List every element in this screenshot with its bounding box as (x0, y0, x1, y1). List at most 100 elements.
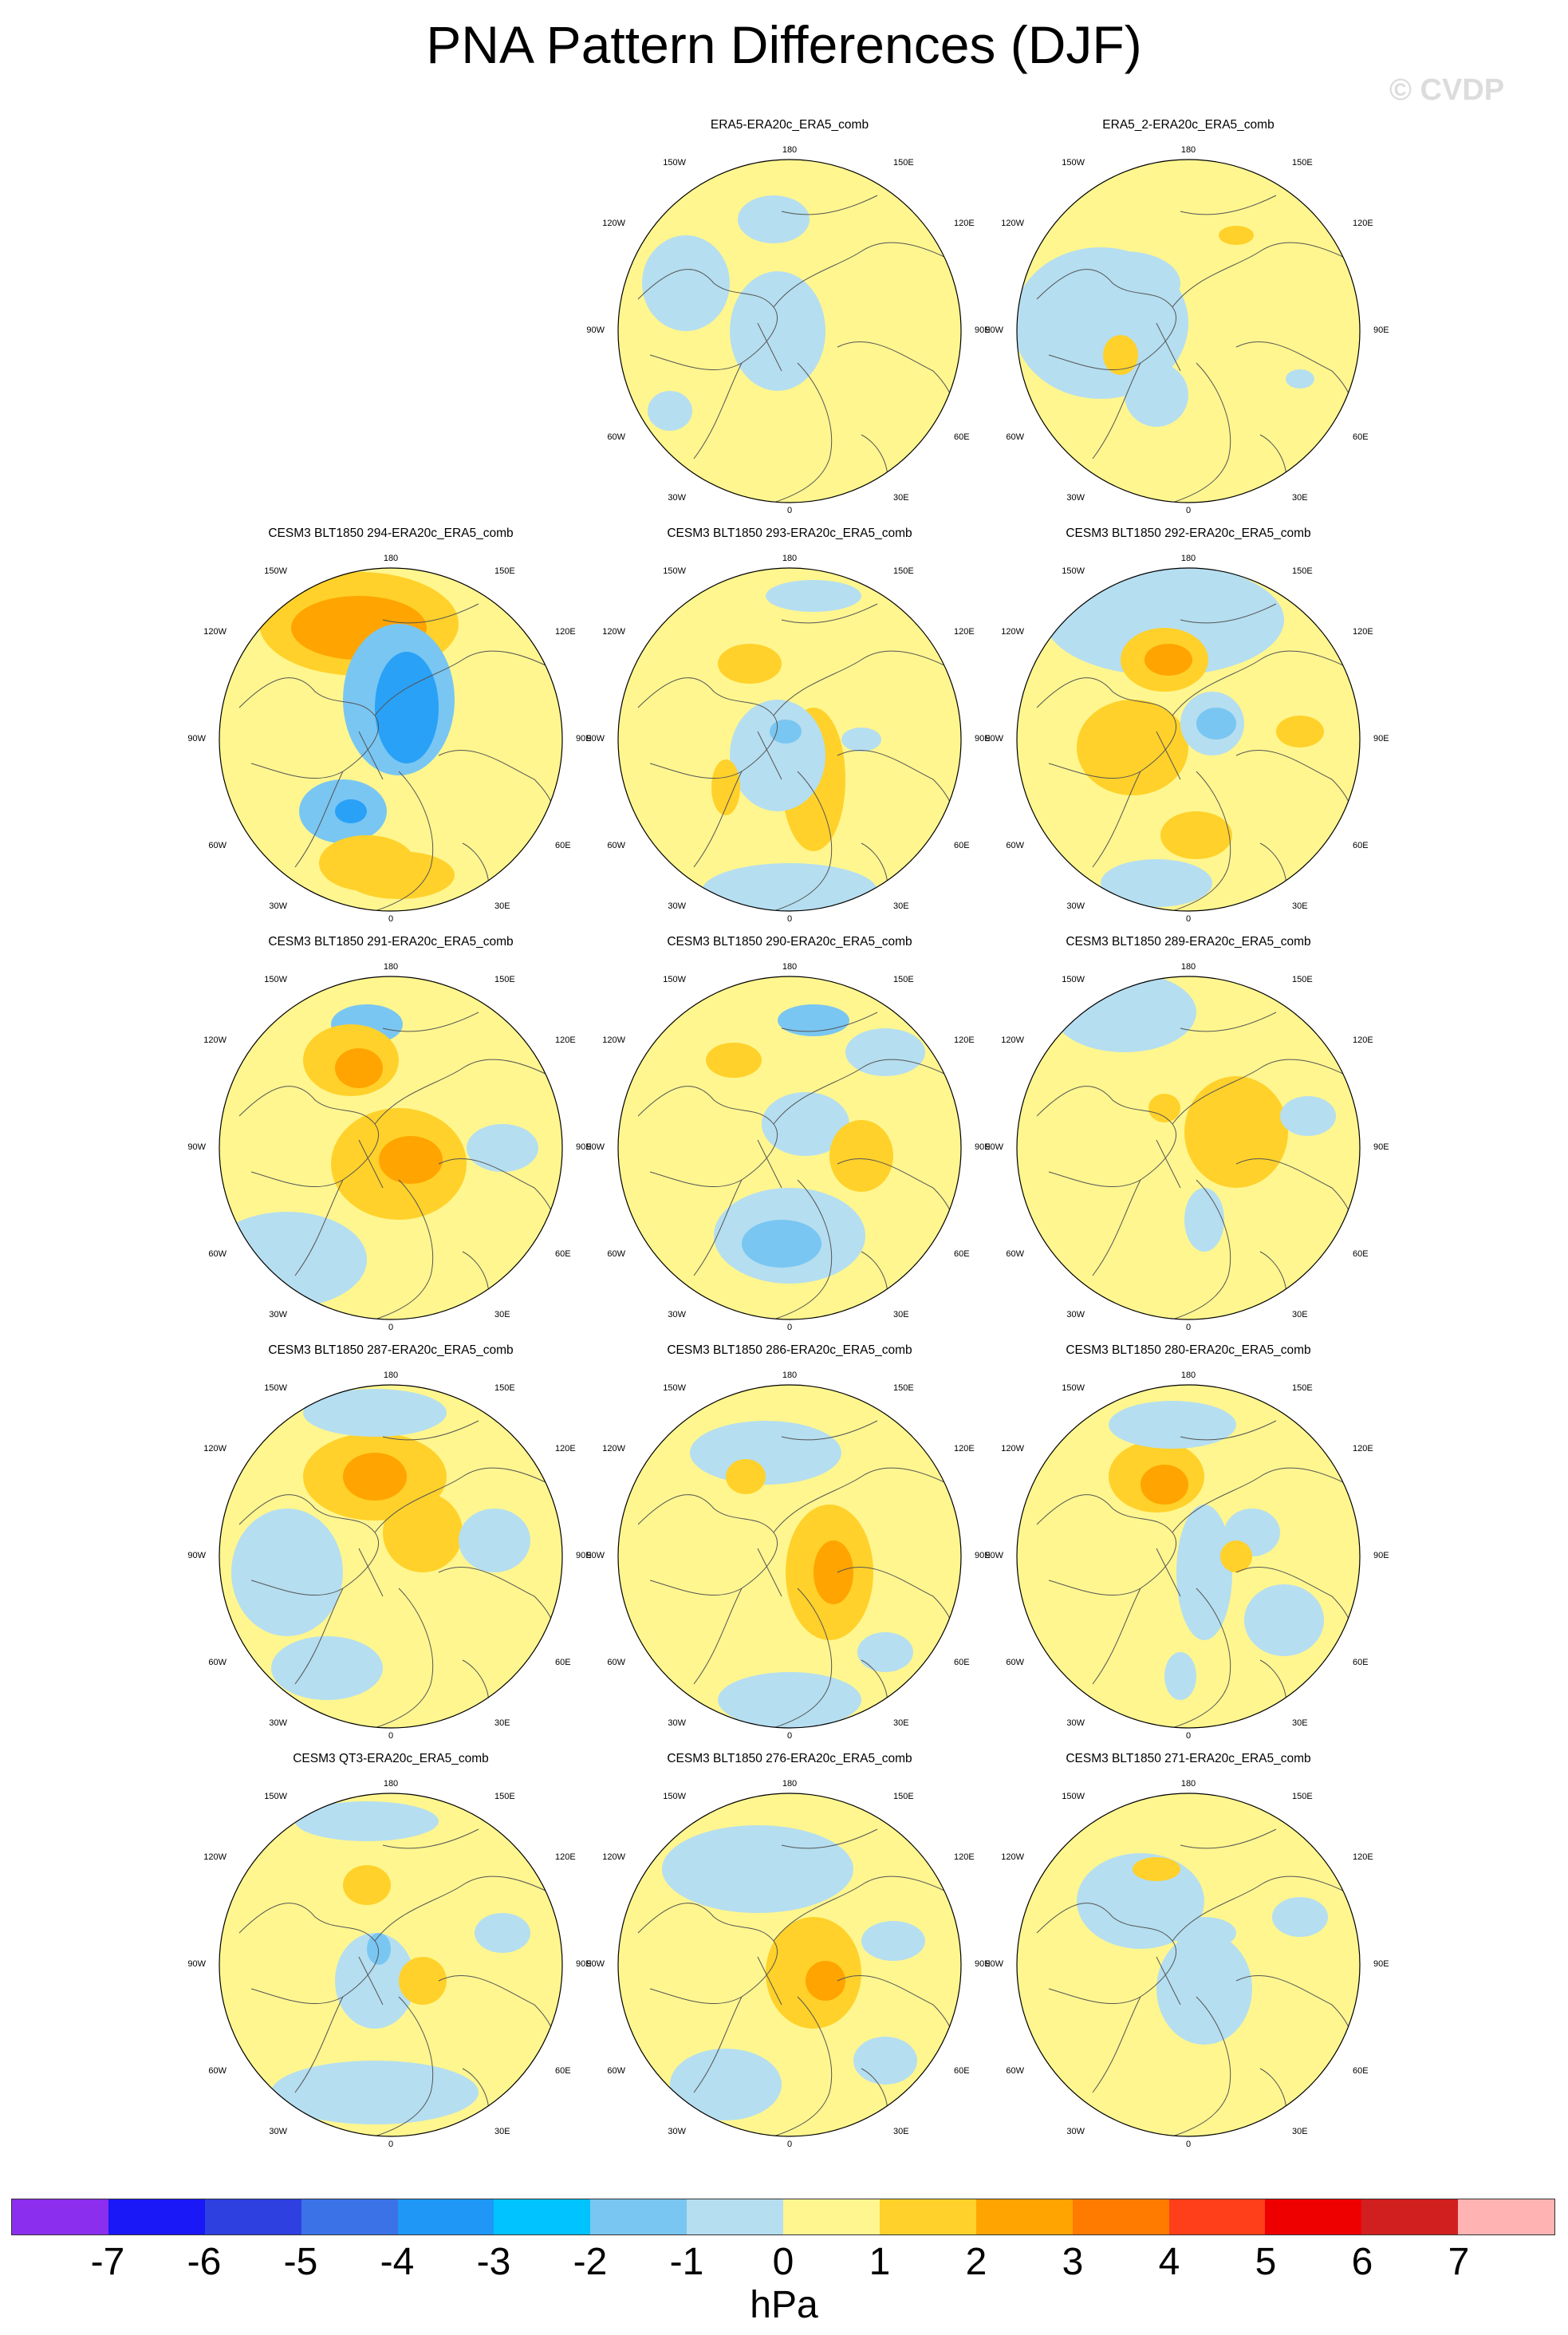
longitude-label: 0 (786, 914, 793, 924)
anomaly-region (1220, 1540, 1252, 1572)
map-panel: CESM3 QT3-ERA20c_ERA5_comb 180 150E 120E 90E… (187, 1752, 592, 2160)
panel-title: CESM3 BLT1850 291-ERA20c_ERA5_comb (268, 935, 514, 949)
colorbar-box (687, 2199, 783, 2234)
colorbar-tick-label: -3 (476, 2241, 511, 2283)
coastline (1156, 1139, 1181, 1189)
anomaly-region (475, 1913, 530, 1953)
panel-title: CESM3 BLT1850 289-ERA20c_ERA5_comb (1066, 935, 1311, 949)
longitude-label: 60W (607, 432, 625, 442)
longitude-label: 0 (1185, 914, 1192, 924)
anomaly-region (375, 652, 439, 763)
coastline (1036, 1086, 1176, 1188)
colorbar-box (879, 2199, 976, 2234)
anomaly-region (778, 1004, 849, 1036)
longitude-label: 120W (203, 627, 227, 637)
longitude-label: 30W (269, 901, 287, 911)
panel-title: CESM3 BLT1850 276-ERA20c_ERA5_comb (667, 1752, 912, 1765)
polar-map (617, 1793, 962, 2137)
coastline (781, 1828, 878, 1849)
colorbar-box (1265, 2199, 1362, 2234)
longitude-label: 0 (786, 506, 793, 515)
longitude-label: 30W (668, 2127, 686, 2136)
longitude-label: 150W (663, 1792, 686, 1801)
coastline (637, 677, 778, 779)
longitude-label: 180 (1180, 962, 1196, 972)
longitude-label: 30E (1292, 1718, 1308, 1728)
anomaly-region (718, 1672, 861, 1728)
anomaly-region (303, 1389, 447, 1437)
colorbar-tick-label: -1 (669, 2241, 704, 2283)
anomaly-region (1103, 335, 1138, 375)
longitude-label: 180 (1180, 1371, 1196, 1380)
longitude-label: 0 (786, 1731, 793, 1741)
coastline (374, 1467, 551, 1533)
longitude-label: 120W (203, 1852, 227, 1862)
longitude-label: 120W (1001, 627, 1024, 637)
longitude-label: 60E (555, 841, 571, 850)
longitude-label: 150E (893, 566, 914, 576)
longitude-label: 120W (203, 1035, 227, 1045)
anomaly-region (1133, 1857, 1180, 1881)
coastline (757, 1956, 782, 2006)
coastline (374, 1875, 551, 1942)
coastline (1172, 362, 1231, 503)
anomaly-region (718, 644, 782, 684)
map-panel: ERA5_2-ERA20c_ERA5_comb 180 150E 120E 90E 60E… (985, 118, 1389, 527)
longitude-label: 90E (576, 1959, 592, 1969)
longitude-label: 90W (187, 734, 206, 743)
colorbar-box (783, 2199, 880, 2234)
anomaly-region (1053, 976, 1196, 1052)
longitude-label: 60E (555, 1249, 571, 1259)
anomaly-region (841, 728, 881, 751)
longitude-label: 120E (954, 219, 975, 228)
polar-map (219, 567, 563, 912)
colorbar-box (1361, 2199, 1459, 2234)
colorbar-box (301, 2199, 398, 2234)
coastline (1172, 1467, 1349, 1533)
longitude-label: 150E (1292, 1383, 1313, 1393)
panel-title: CESM3 QT3-ERA20c_ERA5_comb (293, 1752, 489, 1765)
longitude-label: 90W (985, 734, 1003, 743)
coastline (294, 1588, 344, 1685)
longitude-label: 60E (954, 1249, 970, 1259)
longitude-label: 0 (388, 2140, 394, 2149)
anomaly-region (1286, 369, 1314, 389)
panel-title: CESM3 BLT1850 287-ERA20c_ERA5_comb (268, 1343, 514, 1357)
longitude-label: 150W (264, 1792, 287, 1801)
longitude-label: 150W (663, 975, 686, 984)
coastline (757, 1139, 782, 1189)
longitude-label: 90E (1373, 1959, 1389, 1969)
panel-title: CESM3 BLT1850 271-ERA20c_ERA5_comb (1066, 1752, 1311, 1765)
anomaly-region (642, 235, 730, 331)
longitude-label: 180 (782, 1779, 798, 1789)
polar-map (1016, 159, 1361, 503)
anomaly-region (459, 1509, 530, 1572)
coastline (1172, 650, 1349, 716)
longitude-label: 180 (782, 145, 798, 155)
coastline (1172, 242, 1349, 308)
longitude-label: 150E (494, 975, 515, 984)
longitude-label: 30E (893, 493, 909, 503)
map-panel: CESM3 BLT1850 287-ERA20c_ERA5_comb 180 150… (187, 1343, 591, 1752)
longitude-label: 180 (383, 1371, 399, 1380)
coastline (1156, 322, 1181, 372)
anomaly-region (845, 1028, 925, 1076)
longitude-label: 60E (954, 1658, 970, 1667)
coastline (382, 1012, 479, 1032)
longitude-label: 90E (1373, 734, 1389, 743)
coastline (773, 1059, 950, 1125)
longitude-label: 120W (602, 627, 625, 637)
coastline (1180, 603, 1277, 624)
longitude-label: 60W (607, 1658, 625, 1667)
colorbar-tick-label: 6 (1351, 2241, 1373, 2283)
longitude-label: 0 (388, 914, 394, 924)
map-border (1016, 976, 1361, 1320)
panel-title: CESM3 BLT1850 280-ERA20c_ERA5_comb (1066, 1343, 1311, 1357)
coastline (1092, 1996, 1141, 2093)
map-panel: ERA5-ERA20c_ERA5_comb 180 150E 120E 90E 60E 30… (586, 118, 990, 527)
anomaly-region (1160, 811, 1232, 859)
anomaly-region (706, 1043, 762, 1078)
longitude-label: 150W (264, 1383, 287, 1393)
longitude-label: 120E (954, 1035, 975, 1045)
longitude-label: 60E (1353, 432, 1369, 442)
